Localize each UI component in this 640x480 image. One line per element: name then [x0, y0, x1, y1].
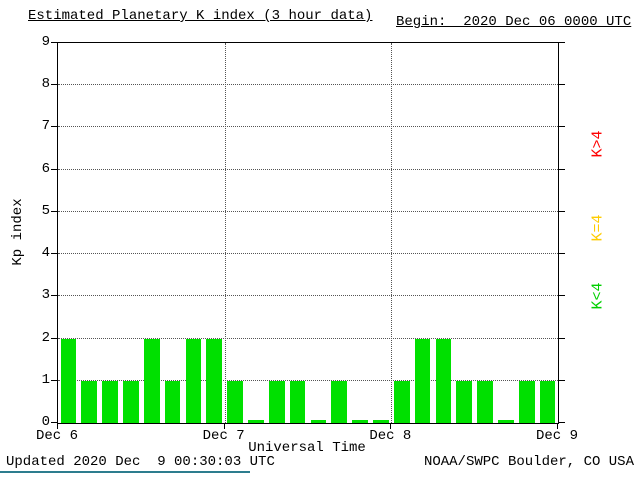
gridline-horizontal — [58, 84, 558, 86]
y-tick-label: 8 — [41, 76, 50, 93]
kp-bar — [268, 380, 285, 423]
gridline-horizontal — [58, 126, 558, 128]
kp-bar — [477, 380, 493, 423]
y-tick-mark — [51, 42, 57, 43]
y-axis-label: Kp index — [10, 198, 26, 266]
kp-bar — [331, 380, 348, 423]
kp-bar — [81, 380, 98, 423]
gridline-horizontal — [58, 210, 558, 212]
y-tick-label: 0 — [41, 414, 50, 430]
legend-item: K<4 — [589, 282, 607, 310]
x-tick-label: Dec 8 — [369, 428, 412, 444]
kp-bar — [143, 338, 160, 423]
kp-bar — [248, 420, 264, 423]
y-tick-mark — [51, 84, 57, 86]
y-tick-label: 5 — [41, 202, 50, 219]
kp-bar — [185, 338, 202, 423]
chart-title: Estimated Planetary K index (3 hour data… — [28, 8, 373, 24]
x-axis-label: Universal Time — [248, 440, 366, 456]
y-tick-label: 4 — [41, 245, 50, 262]
kp-bar — [393, 380, 410, 423]
y-tick-mark — [559, 42, 565, 43]
footer-underline — [0, 471, 250, 473]
kp-bar — [435, 338, 452, 423]
y-tick-mark — [559, 337, 565, 339]
kp-bar — [102, 380, 118, 423]
begin-label: Begin: 2020 Dec 06 0000 UTC — [396, 14, 632, 30]
x-tick-label: Dec 7 — [202, 428, 245, 444]
updated-timestamp: Updated 2020 Dec 9 00:30:03 UTC — [6, 454, 275, 470]
y-tick-mark — [559, 168, 565, 170]
kp-bar — [60, 338, 77, 423]
x-tick-mark — [57, 424, 58, 429]
plot-area — [57, 42, 559, 424]
legend-item: K>4 — [589, 130, 607, 158]
kp-bar — [414, 338, 431, 423]
kp-bar — [123, 380, 139, 423]
kp-bar — [206, 338, 223, 423]
legend-item: K=4 — [589, 214, 607, 242]
y-tick-label: 3 — [41, 287, 50, 304]
y-tick-mark — [51, 168, 57, 170]
x-tick-mark — [390, 424, 392, 429]
y-tick-label: 7 — [41, 118, 50, 135]
kp-bar — [164, 380, 181, 423]
y-tick-mark — [51, 126, 57, 128]
y-tick-mark — [559, 210, 565, 212]
kp-bar — [373, 420, 389, 423]
kp-bar — [310, 420, 327, 423]
x-tick-mark — [557, 424, 558, 429]
x-tick-label: Dec 9 — [535, 428, 579, 444]
y-tick-mark — [51, 253, 57, 255]
kp-bar — [518, 380, 535, 423]
gridline-horizontal — [58, 253, 558, 255]
y-tick-mark — [559, 253, 565, 255]
y-tick-label: 9 — [41, 34, 50, 50]
y-tick-mark — [51, 379, 57, 381]
y-tick-mark — [51, 337, 57, 339]
kp-bar — [498, 420, 514, 423]
credit-label: NOAA/SWPC Boulder, CO USA — [423, 454, 634, 470]
kp-bar — [352, 420, 368, 423]
x-tick-mark — [223, 424, 225, 429]
kp-bar — [539, 380, 556, 423]
x-tick-label: Dec 6 — [35, 428, 79, 444]
gridline-horizontal — [58, 379, 558, 381]
gridline-horizontal — [58, 295, 558, 297]
y-tick-mark — [559, 422, 565, 423]
y-tick-mark — [559, 126, 565, 128]
y-tick-mark — [51, 295, 57, 297]
gridline-vertical — [224, 43, 226, 423]
y-tick-mark — [559, 84, 565, 86]
gridline-vertical — [391, 43, 393, 423]
kp-bar — [289, 380, 306, 423]
y-tick-mark — [559, 379, 565, 381]
y-tick-label: 2 — [41, 329, 50, 346]
y-tick-label: 6 — [41, 160, 50, 177]
gridline-horizontal — [58, 168, 558, 170]
y-tick-mark — [51, 422, 57, 423]
kp-bar — [456, 380, 473, 423]
gridline-horizontal — [58, 337, 558, 339]
y-tick-mark — [51, 210, 57, 212]
y-tick-label: 1 — [41, 371, 50, 388]
kp-bar — [227, 380, 243, 423]
y-tick-mark — [559, 295, 565, 297]
